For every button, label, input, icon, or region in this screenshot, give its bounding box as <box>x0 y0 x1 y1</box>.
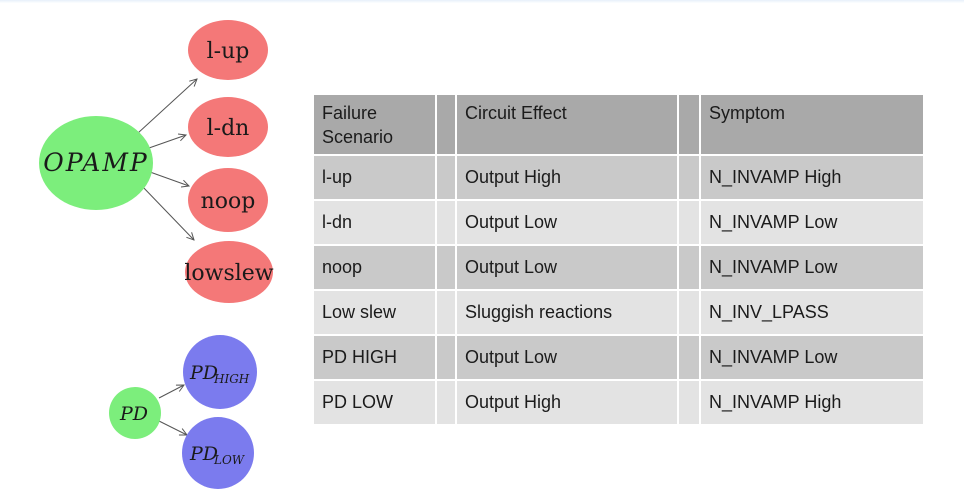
cell-symptom: N_INV_LPASS <box>701 290 923 334</box>
arrow-pd-to-lowslew <box>140 184 194 240</box>
pd-ellipse <box>109 387 161 439</box>
opamp-label: OPAMP <box>43 148 149 177</box>
cell-failure: l-up <box>314 155 435 199</box>
node-pd: PD <box>109 387 161 439</box>
node-pd-low: PD LOW <box>182 417 254 489</box>
noop-ellipse <box>188 168 268 232</box>
node-l-dn: l-dn <box>188 97 268 157</box>
lowslew-ellipse <box>185 241 273 303</box>
cell-symptom: N_INVAMP High <box>701 155 923 199</box>
arrow-pd-to-pd-high <box>158 385 184 399</box>
header-failure-scenario: Failure Scenario <box>314 95 435 154</box>
pd-high-subscript: HIGH <box>213 372 250 386</box>
cell-effect: Output High <box>457 155 677 199</box>
cell-failure: PD LOW <box>314 380 435 424</box>
pd-high-label: PD <box>189 362 218 384</box>
cell-effect: Sluggish reactions <box>457 290 677 334</box>
table-row-pd-low: PD LOW Output High N_INVAMP High <box>314 380 923 424</box>
opamp-ellipse <box>39 116 153 210</box>
l-dn-ellipse <box>188 97 268 157</box>
cell-failure: noop <box>314 245 435 289</box>
lowslew-label: lowslew <box>184 261 273 286</box>
cell-symptom: N_INVAMP Low <box>701 335 923 379</box>
node-l-up: l-up <box>188 20 268 80</box>
node-pd-high: PD HIGH <box>183 335 257 409</box>
arrow-opamp-to-l-dn <box>148 135 186 149</box>
table-row-noop: noop Output Low N_INVAMP Low <box>314 245 923 289</box>
l-dn-label: l-dn <box>207 116 250 141</box>
cell-effect: Output Low <box>457 200 677 244</box>
failure-table-container: Failure Scenario Circuit Effect Symptom … <box>312 93 925 426</box>
pd-label: PD <box>119 403 148 425</box>
cell-spacer <box>437 335 455 379</box>
pd-low-ellipse <box>182 417 254 489</box>
cell-symptom: N_INVAMP Low <box>701 245 923 289</box>
cell-failure: PD HIGH <box>314 335 435 379</box>
cell-spacer <box>679 290 699 334</box>
arrow-pd-to-pd-low <box>158 420 187 435</box>
pd-low-label: PD <box>189 443 218 465</box>
cell-spacer <box>437 245 455 289</box>
failure-scenario-table: Failure Scenario Circuit Effect Symptom … <box>312 93 925 426</box>
cell-failure: Low slew <box>314 290 435 334</box>
cell-spacer <box>437 200 455 244</box>
cell-effect: Output Low <box>457 245 677 289</box>
table-row-l-dn: l-dn Output Low N_INVAMP Low <box>314 200 923 244</box>
pd-high-ellipse <box>183 335 257 409</box>
cell-spacer <box>679 335 699 379</box>
node-lowslew: lowslew <box>184 241 274 303</box>
cell-spacer <box>437 155 455 199</box>
table-row-low-slew: Low slew Sluggish reactions N_INV_LPASS <box>314 290 923 334</box>
cell-spacer <box>679 380 699 424</box>
cell-effect: Output High <box>457 380 677 424</box>
cell-spacer <box>679 200 699 244</box>
header-spacer-1 <box>437 95 455 154</box>
l-up-label: l-up <box>207 39 250 64</box>
node-noop: noop <box>188 168 268 232</box>
fault-tree-diagram: OPAMP l-up l-dn noop lowslew PD PD HIGH … <box>39 20 274 489</box>
cell-effect: Output Low <box>457 335 677 379</box>
cell-symptom: N_INVAMP Low <box>701 200 923 244</box>
cell-spacer <box>679 155 699 199</box>
node-opamp: OPAMP <box>39 116 153 210</box>
arrow-opamp-to-noop <box>149 171 189 186</box>
table-header-row: Failure Scenario Circuit Effect Symptom <box>314 95 923 154</box>
header-circuit-effect: Circuit Effect <box>457 95 677 154</box>
noop-label: noop <box>201 189 256 214</box>
header-spacer-2 <box>679 95 699 154</box>
cell-symptom: N_INVAMP High <box>701 380 923 424</box>
cell-spacer <box>437 290 455 334</box>
table-row-l-up: l-up Output High N_INVAMP High <box>314 155 923 199</box>
header-symptom: Symptom <box>701 95 923 154</box>
pd-low-subscript: LOW <box>213 453 246 467</box>
arrow-opamp-to-l-up <box>137 79 197 134</box>
cell-spacer <box>679 245 699 289</box>
table-row-pd-high: PD HIGH Output Low N_INVAMP Low <box>314 335 923 379</box>
slide-top-border <box>0 0 964 3</box>
l-up-ellipse <box>188 20 268 80</box>
cell-spacer <box>437 380 455 424</box>
cell-failure: l-dn <box>314 200 435 244</box>
